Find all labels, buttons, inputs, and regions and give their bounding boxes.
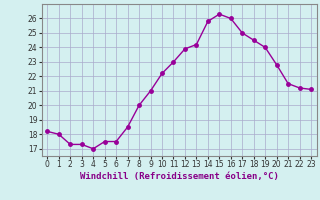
X-axis label: Windchill (Refroidissement éolien,°C): Windchill (Refroidissement éolien,°C) <box>80 172 279 181</box>
